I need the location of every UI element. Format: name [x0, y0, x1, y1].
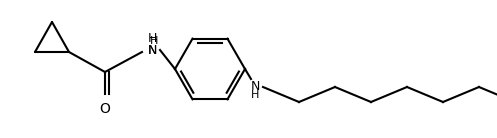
Text: H: H — [150, 36, 158, 46]
Text: N: N — [147, 43, 157, 56]
Text: O: O — [99, 102, 110, 116]
Text: N: N — [250, 80, 260, 94]
Text: H
N: H N — [147, 33, 157, 58]
Text: H: H — [251, 90, 259, 100]
